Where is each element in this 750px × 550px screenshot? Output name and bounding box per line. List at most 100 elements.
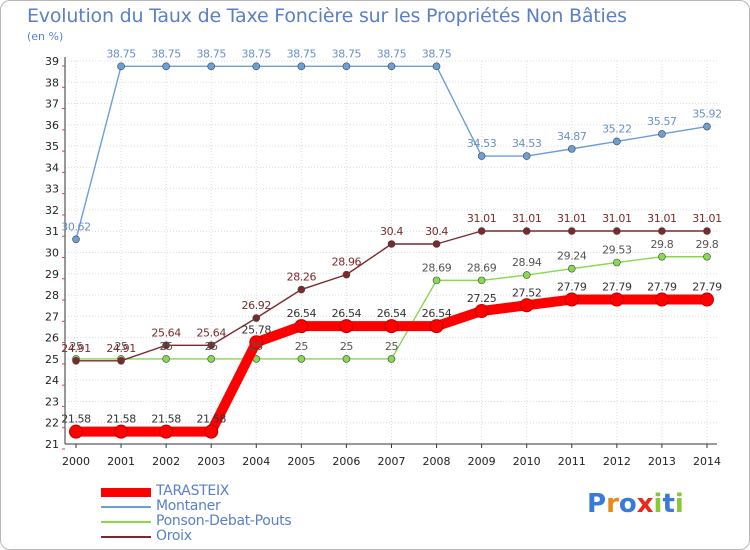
data-label: 25 (250, 340, 264, 353)
y-tick-label: 26 (45, 332, 59, 345)
data-label: 30.4 (425, 225, 448, 238)
data-label: 38.75 (106, 47, 136, 60)
data-label: 27.79 (557, 281, 587, 294)
data-label: 26.92 (242, 299, 272, 312)
data-point (342, 270, 351, 279)
y-tick-label: 35 (45, 140, 59, 153)
data-label: 27.25 (467, 292, 497, 305)
data-point (654, 292, 669, 307)
y-tick-label: 23 (45, 395, 59, 408)
data-point (162, 62, 170, 71)
data-label: 25 (295, 340, 309, 353)
data-label: 29.24 (557, 250, 587, 263)
data-label: 24.91 (106, 342, 136, 355)
y-tick-label: 33 (45, 183, 59, 196)
data-label: 21.58 (196, 413, 226, 426)
data-label: 31.01 (512, 212, 542, 225)
data-point (114, 424, 129, 439)
data-point (658, 130, 666, 138)
y-tick-label: 24 (45, 374, 59, 387)
logo-letter: i (653, 489, 663, 519)
x-tick-label: 2002 (152, 455, 180, 468)
data-label: 21.58 (106, 413, 136, 426)
x-tick-label: 2000 (62, 455, 90, 468)
data-label: 28.26 (287, 271, 317, 284)
data-point (432, 62, 441, 71)
data-label: 35.57 (647, 115, 677, 128)
data-label: 30.4 (380, 225, 403, 238)
data-label: 25 (385, 340, 399, 353)
data-point (522, 271, 531, 279)
data-label: 25 (69, 340, 83, 353)
data-label: 38.75 (332, 47, 362, 60)
data-point (204, 424, 219, 439)
data-label: 21.58 (61, 413, 91, 426)
data-label: 27.52 (512, 286, 542, 299)
data-label: 27.79 (602, 281, 632, 294)
data-point (342, 355, 351, 363)
data-point (207, 355, 216, 363)
x-tick-label: 2008 (423, 455, 451, 468)
data-label: 31.01 (692, 212, 722, 225)
legend-swatch-ponson-debat-pouts (101, 521, 151, 523)
logo-letter: t (662, 489, 675, 519)
data-point (294, 319, 309, 334)
legend-label-montaner: Montaner (156, 498, 221, 514)
chart-subtitle: (en %) (27, 30, 64, 43)
data-point (387, 355, 396, 363)
data-label: 35.22 (602, 122, 632, 135)
y-tick-label: 38 (45, 76, 59, 89)
data-point (384, 319, 399, 334)
data-label: 35.92 (692, 108, 722, 121)
data-label: 26.54 (422, 307, 452, 320)
data-point (609, 292, 624, 307)
x-tick-label: 2014 (693, 455, 721, 468)
logo-letter: P (587, 489, 607, 519)
data-label: 31.01 (557, 212, 587, 225)
data-point (249, 335, 264, 350)
data-label: 26.54 (332, 307, 362, 320)
data-label: 31.01 (602, 212, 632, 225)
data-point (519, 298, 534, 313)
logo-letter: r (606, 489, 619, 519)
data-point (613, 227, 621, 235)
data-point (387, 240, 396, 248)
data-point (342, 62, 351, 71)
data-point (252, 314, 261, 322)
data-label: 26.54 (377, 307, 407, 320)
data-label: 21.58 (151, 413, 181, 426)
legend-swatch-tarasteix (101, 488, 151, 497)
data-point (567, 227, 576, 235)
data-point (432, 276, 441, 285)
x-tick-label: 2006 (332, 455, 360, 468)
data-label: 28.94 (512, 256, 542, 269)
data-point (117, 62, 125, 71)
data-point (613, 137, 621, 146)
data-point (207, 62, 216, 71)
legend-label-ponson-debat-pouts: Ponson-Debat-Pouts (156, 513, 292, 529)
y-tick-label: 30 (45, 247, 59, 260)
data-label: 28.69 (422, 261, 452, 274)
x-tick-label: 2005 (287, 455, 315, 468)
data-point (159, 424, 174, 439)
data-point (703, 252, 711, 261)
x-tick-label: 2012 (603, 455, 631, 468)
data-point (658, 252, 666, 261)
y-tick-label: 21 (45, 438, 59, 451)
y-tick-label: 39 (45, 55, 59, 68)
data-label: 29.53 (602, 244, 632, 257)
y-tick-label: 29 (45, 268, 59, 281)
data-point (252, 62, 261, 71)
y-tick-label: 31 (45, 225, 59, 238)
x-tick-label: 2007 (377, 455, 405, 468)
data-label: 25.78 (242, 323, 272, 336)
data-label: 25 (160, 340, 174, 353)
data-label: 25 (205, 340, 219, 353)
data-label: 25.64 (196, 326, 226, 339)
y-tick-label: 34 (45, 161, 59, 174)
x-tick-label: 2004 (242, 455, 270, 468)
legend-label-tarasteix: TARASTEIX (156, 483, 230, 499)
data-point (297, 355, 306, 363)
